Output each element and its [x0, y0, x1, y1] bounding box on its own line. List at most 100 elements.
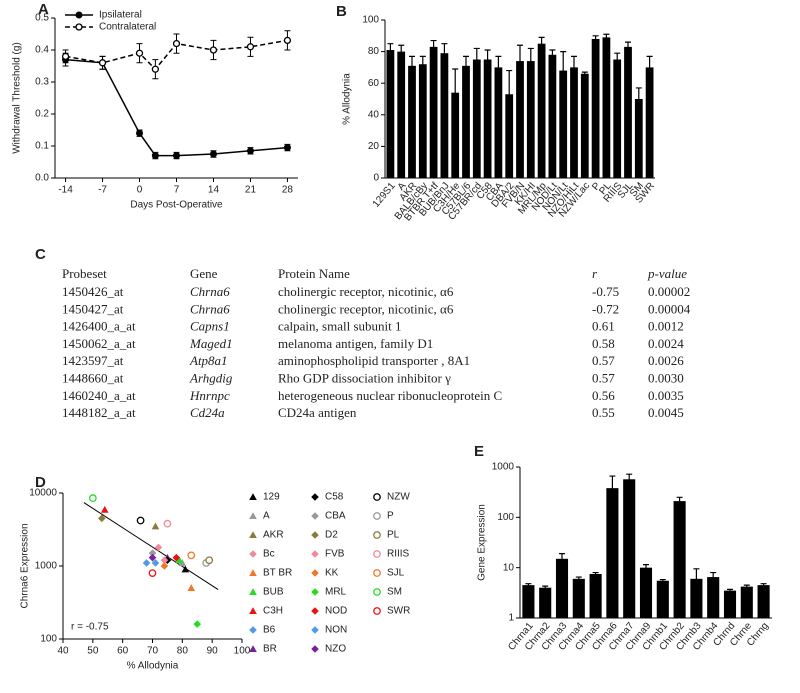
marker: [373, 607, 381, 615]
bar: [472, 59, 481, 178]
x-tick-label: 0: [137, 185, 143, 196]
table-header: Protein Name: [278, 266, 350, 281]
table-cell: CD24a antigen: [278, 405, 357, 420]
table-cell: 1450427_at: [62, 301, 124, 316]
error-bar: [710, 571, 717, 583]
marker: [373, 588, 381, 596]
marker: [311, 569, 319, 577]
marker: [311, 512, 319, 520]
table-cell: 0.55: [592, 405, 615, 420]
y-tick-label: 0: [373, 173, 379, 184]
marker: [209, 150, 217, 158]
legend-label: PL: [387, 530, 400, 541]
table-cell: Chrna6: [190, 301, 230, 316]
table-cell: 1450426_at: [62, 284, 124, 299]
table-cell: Atp8a1: [189, 353, 228, 368]
error-bar: [626, 473, 633, 486]
error-bar: [693, 568, 700, 598]
x-tick-label: -7: [98, 185, 107, 196]
marker: [135, 49, 144, 57]
marker: [151, 65, 159, 73]
table-cell: 1448660_at: [62, 370, 124, 385]
table-cell: 0.0030: [648, 370, 684, 385]
table-cell: 1448182_a_at: [62, 405, 136, 420]
marker: [283, 144, 291, 152]
x-tick-label: 129S1: [371, 180, 398, 210]
marker: [160, 562, 169, 570]
legend-label: SWR: [387, 606, 410, 617]
table-cell: 0.56: [592, 388, 615, 403]
marker: [160, 556, 169, 565]
y-tick-label: 10: [503, 562, 515, 573]
legend-label: AKR: [263, 530, 284, 541]
bar: [623, 479, 636, 618]
error-bar: [646, 55, 653, 79]
table-cell: 0.0045: [648, 405, 684, 420]
marker: [142, 559, 151, 567]
bar: [526, 61, 535, 178]
bar: [589, 573, 602, 618]
bar: [440, 53, 449, 178]
x-tick-label: 7: [174, 185, 180, 196]
error-bar: [495, 55, 502, 79]
error-bar: [430, 39, 437, 54]
bar: [757, 585, 770, 618]
error-bar: [575, 576, 582, 581]
marker: [172, 553, 181, 562]
bar: [707, 577, 720, 618]
error-bar: [527, 47, 534, 74]
x-tick-label: 100: [234, 646, 251, 657]
error-bar: [538, 36, 545, 51]
legend-label: KK: [325, 568, 339, 579]
y-tick-label: 10000: [29, 488, 57, 499]
marker: [173, 152, 180, 160]
bar: [559, 70, 568, 178]
marker: [148, 553, 157, 562]
x-axis-label: Days Post-Operative: [130, 200, 223, 211]
marker: [187, 551, 196, 560]
legend-label: P: [387, 511, 394, 522]
trend-line: [83, 502, 219, 591]
y-tick-label: 100: [497, 512, 514, 523]
x-tick-label: 21: [245, 185, 257, 196]
table-cell: Maged1: [189, 336, 233, 351]
error-bar: [614, 52, 621, 66]
annotation: r = -0.75: [71, 622, 109, 633]
legend-label: C3H: [263, 606, 283, 617]
error-bar: [581, 71, 588, 76]
table-cell: -0.72: [592, 301, 619, 316]
error-bar: [592, 35, 599, 43]
bar: [555, 558, 569, 618]
marker: [311, 626, 319, 634]
marker: [88, 494, 97, 503]
error-bar: [542, 585, 549, 590]
bar: [613, 59, 622, 178]
bar: [572, 578, 585, 618]
bar: [462, 65, 470, 178]
error-bar: [409, 55, 415, 76]
table-cell: aminophospholipid transporter , 8A1: [278, 353, 470, 368]
bar: [548, 54, 557, 179]
legend-label: D2: [325, 530, 338, 541]
bar: [634, 99, 643, 178]
bar: [606, 488, 619, 618]
error-bar: [760, 583, 767, 587]
bar: [418, 64, 427, 178]
bar: [397, 51, 406, 178]
marker: [136, 516, 145, 525]
legend-label: B6: [263, 625, 276, 636]
bar: [451, 92, 460, 178]
legend-label: Bc: [263, 549, 275, 560]
bar: [656, 580, 669, 618]
marker: [246, 43, 255, 51]
legend-label: NOD: [325, 606, 347, 617]
panel-label: E: [474, 443, 484, 460]
marker: [100, 505, 109, 513]
error-bar: [635, 87, 642, 111]
marker: [98, 59, 107, 67]
marker: [311, 607, 319, 615]
error-bar: [452, 68, 459, 117]
y-axis-label: Withdrawal Threshold (g): [12, 42, 23, 154]
legend-label: FVB: [325, 549, 345, 560]
